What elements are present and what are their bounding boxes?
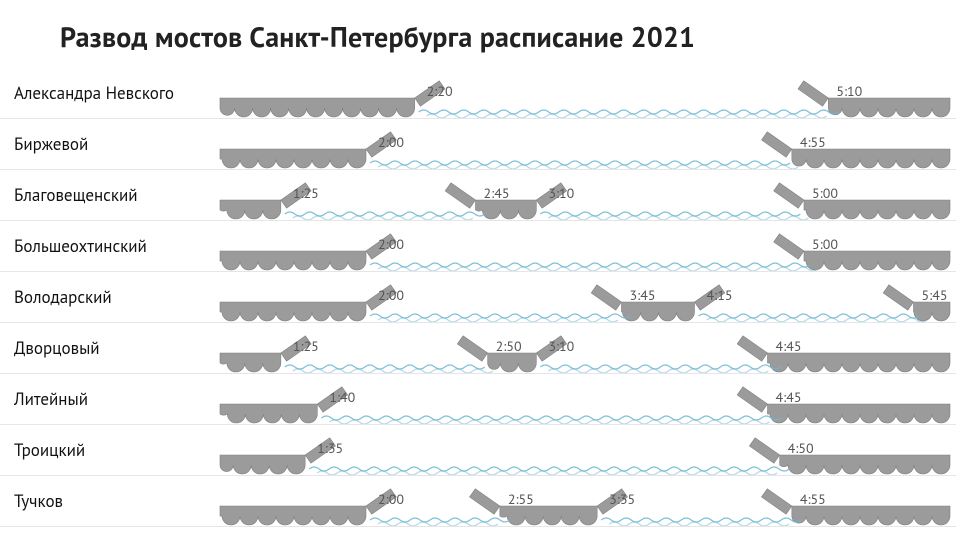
open-time: 1:25 [293, 337, 319, 355]
page-title: Развод мостов Санкт-Петербурга расписани… [0, 0, 956, 65]
close-time: 4:45 [776, 337, 802, 355]
close-time: 3:45 [630, 286, 656, 304]
table-row: Дворцовый1:252:503:104:45 [0, 323, 956, 374]
close-time: 4:50 [788, 439, 814, 457]
open-time: 2:00 [378, 133, 404, 151]
open-time: 3:10 [548, 337, 574, 355]
open-time: 2:00 [378, 286, 404, 304]
close-time: 4:55 [800, 490, 826, 508]
close-time: 5:00 [812, 184, 838, 202]
table-row: Троицкий1:354:50 [0, 425, 956, 476]
close-time: 2:55 [508, 490, 534, 508]
close-time: 4:45 [776, 388, 802, 406]
table-row: Володарский2:003:454:155:45 [0, 272, 956, 323]
close-time: 2:45 [484, 184, 510, 202]
close-time: 5:45 [922, 286, 948, 304]
open-time: 2:00 [378, 235, 404, 253]
close-time: 5:10 [836, 82, 862, 100]
open-time: 3:10 [548, 184, 574, 202]
table-row: Благовещенский1:252:453:105:00 [0, 170, 956, 221]
close-time: 2:50 [496, 337, 522, 355]
bridge-track [0, 374, 956, 424]
table-row: Александра Невского2:205:10 [0, 68, 956, 119]
table-row: Литейный1:404:45 [0, 374, 956, 425]
bridge-track [0, 68, 956, 118]
open-time: 4:15 [707, 286, 733, 304]
open-time: 2:00 [378, 490, 404, 508]
bridge-track [0, 272, 956, 322]
open-time: 1:40 [329, 388, 355, 406]
table-row: Тучков2:002:553:354:55 [0, 476, 956, 527]
bridge-track [0, 323, 956, 373]
open-time: 1:25 [293, 184, 319, 202]
open-time: 1:35 [317, 439, 343, 457]
open-time: 3:35 [609, 490, 635, 508]
table-row: Биржевой2:004:55 [0, 119, 956, 170]
schedule-table: Александра Невского2:205:10Биржевой2:004… [0, 68, 956, 527]
table-row: Большеохтинский2:005:00 [0, 221, 956, 272]
close-time: 4:55 [800, 133, 826, 151]
close-time: 5:00 [812, 235, 838, 253]
open-time: 2:20 [427, 82, 453, 100]
